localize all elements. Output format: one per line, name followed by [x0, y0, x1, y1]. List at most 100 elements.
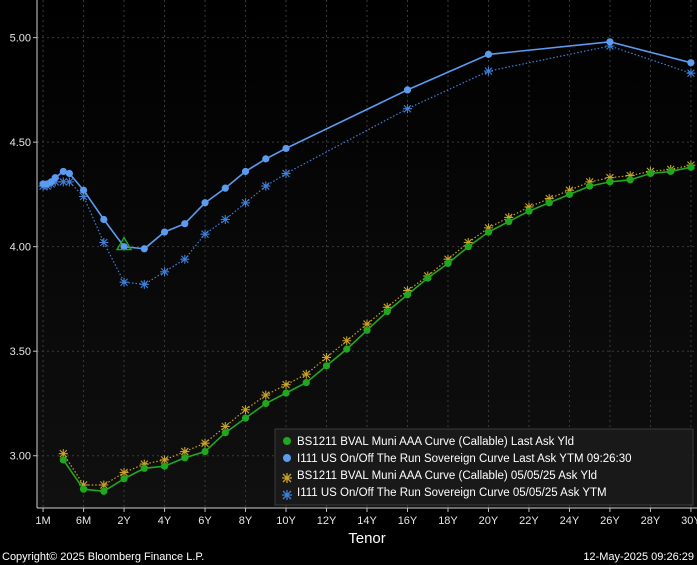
data-point — [221, 184, 229, 192]
data-point — [59, 456, 67, 464]
data-point — [402, 104, 412, 114]
data-point — [301, 369, 311, 379]
data-point — [564, 185, 574, 195]
timestamp-text: 12-May-2025 09:26:29 — [583, 551, 694, 563]
data-point — [525, 207, 533, 215]
data-point — [220, 421, 230, 431]
data-point — [51, 174, 59, 182]
series-line — [62, 166, 692, 493]
data-point — [99, 480, 109, 490]
series-1 — [59, 163, 695, 495]
data-point — [261, 390, 271, 400]
x-tick-label: 2Y — [117, 515, 131, 527]
data-point — [241, 414, 250, 422]
data-point — [200, 229, 210, 239]
x-tick-label: 30Y — [681, 515, 697, 527]
x-tick-label: 4Y — [158, 515, 172, 527]
y-tick-label: 3.50 — [10, 346, 31, 358]
data-point — [79, 192, 89, 202]
y-tick-label: 3.00 — [10, 451, 31, 463]
series-line — [62, 164, 692, 486]
data-point — [160, 228, 169, 236]
data-point — [505, 217, 513, 226]
copyright-text: Copyright© 2025 Bloomberg Finance L.P. — [2, 551, 205, 563]
data-point — [382, 302, 392, 312]
data-point — [464, 243, 472, 251]
x-tick-label: 20Y — [479, 515, 499, 527]
data-point — [200, 438, 210, 448]
data-point — [363, 326, 371, 334]
data-point — [180, 254, 190, 264]
y-tick-label: 5.00 — [10, 33, 31, 45]
data-point — [302, 378, 310, 387]
data-point — [140, 245, 148, 253]
data-point — [605, 41, 615, 51]
x-tick-label: 14Y — [357, 515, 377, 527]
data-point — [180, 447, 190, 457]
data-point — [483, 66, 493, 76]
data-point — [585, 177, 595, 187]
data-point — [201, 199, 209, 207]
data-point — [687, 59, 695, 67]
data-point — [120, 475, 128, 483]
legend-marker-2 — [283, 454, 291, 462]
data-point — [282, 389, 290, 397]
x-tick-label: 10Y — [276, 515, 296, 527]
data-point — [262, 155, 270, 163]
x-tick-label: 26Y — [600, 515, 620, 527]
x-tick-label: 28Y — [641, 515, 661, 527]
data-point — [50, 177, 60, 187]
data-point — [261, 181, 271, 191]
data-point — [402, 286, 412, 296]
data-point — [160, 462, 169, 470]
data-point — [160, 455, 170, 465]
data-point — [220, 215, 230, 225]
x-tick-label: 22Y — [519, 515, 539, 527]
legend-label-4: I111 US On/Off The Run Sovereign Curve 0… — [297, 487, 607, 499]
legend-label-2: I111 US On/Off The Run Sovereign Curve L… — [297, 453, 632, 465]
series-group — [38, 38, 696, 495]
series-2 — [39, 38, 695, 253]
data-point — [65, 169, 73, 178]
x-tick-label: 16Y — [398, 515, 418, 527]
data-point — [403, 86, 412, 94]
data-point — [100, 487, 108, 495]
data-point — [646, 169, 655, 178]
data-point — [181, 220, 189, 228]
legend-marker-4 — [282, 490, 292, 500]
data-point — [605, 173, 615, 183]
data-point — [524, 202, 534, 212]
data-point — [140, 464, 148, 472]
x-tick-label: 18Y — [438, 515, 458, 527]
legend-marker-1 — [283, 437, 291, 445]
y-tick-label: 4.00 — [10, 242, 31, 254]
data-point — [544, 194, 554, 204]
data-point — [79, 485, 88, 493]
legend-label-3: BS1211 BVAL Muni AAA Curve (Callable) 05… — [297, 470, 597, 482]
data-point — [483, 223, 493, 233]
data-point — [64, 177, 74, 187]
data-point — [160, 267, 170, 277]
data-point — [403, 291, 412, 299]
data-point — [120, 243, 128, 251]
x-axis: 1M 6M 2Y 4Y 6Y 8Y 10Y 12Y 14Y 16Y 18Y 20Y 22Y 24Y 26Y 2… — [35, 507, 697, 527]
data-point — [625, 171, 635, 181]
data-point — [100, 215, 108, 224]
data-point — [322, 352, 332, 362]
data-point — [241, 198, 251, 208]
data-point — [262, 399, 270, 408]
data-point — [322, 362, 331, 370]
legend: BS1211 BVAL Muni AAA Curve (Callable) La… — [274, 428, 694, 506]
x-tick-label: 24Y — [560, 515, 580, 527]
x-axis-title: Tenor — [348, 530, 386, 547]
data-point — [362, 319, 372, 329]
data-point — [119, 467, 129, 477]
data-point — [119, 277, 129, 287]
legend-marker-3 — [282, 473, 292, 483]
legend-box — [274, 428, 694, 506]
data-point — [281, 169, 291, 179]
data-point — [241, 167, 250, 176]
data-point — [342, 336, 352, 346]
data-point — [484, 50, 493, 58]
